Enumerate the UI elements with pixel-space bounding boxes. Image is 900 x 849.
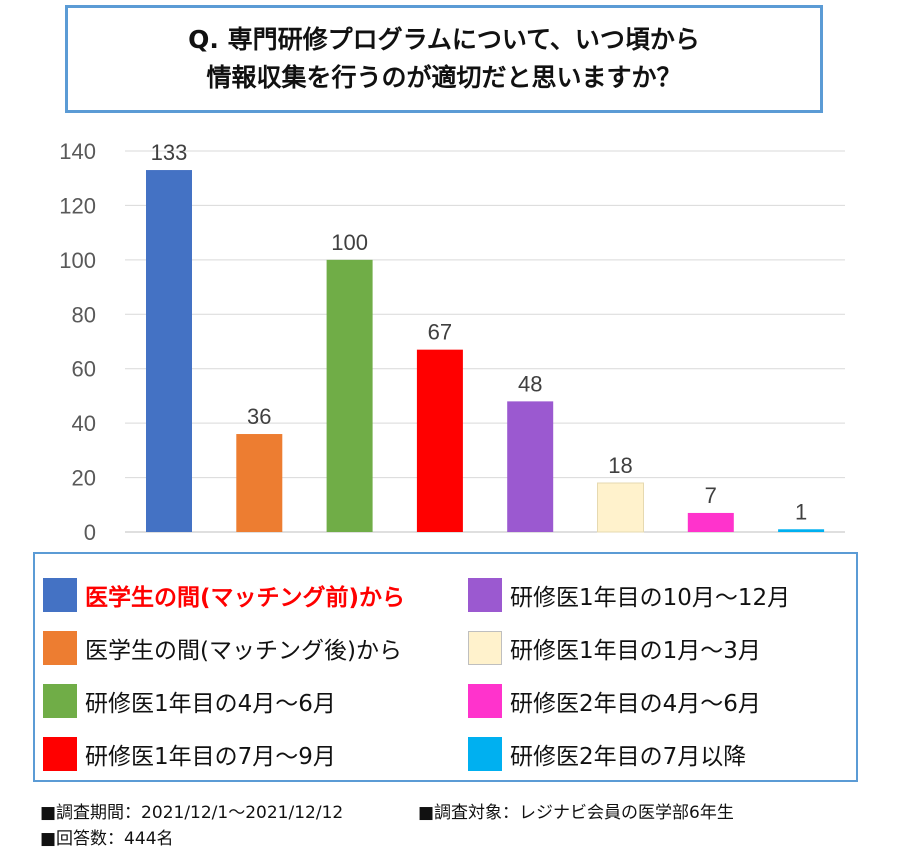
data-label: 67	[428, 320, 452, 345]
legend-column-left: 医学生の間(マッチング前)から 医学生の間(マッチング後)から 研修医1年目の4月～…	[43, 568, 405, 780]
data-label: 1	[795, 499, 807, 524]
bar-7	[687, 512, 734, 532]
legend-swatch	[468, 683, 502, 718]
data-label: 7	[705, 483, 717, 508]
legend-item: 研修医1年目の10月～12月	[468, 568, 790, 621]
survey-period: ■調査期間：2021/12/1～2021/12/12	[40, 803, 344, 823]
legend-label: 研修医1年目の10月～12月	[510, 584, 791, 611]
legend-item: 研修医2年目の7月以降	[468, 727, 790, 780]
chart-title-box: Q. 専門研修プログラムについて、いつ頃から 情報収集を行うのが適切だと思います…	[65, 5, 823, 113]
legend-label: 研修医1年目の7月～9月	[85, 743, 336, 770]
legend-swatch	[43, 683, 77, 718]
y-tick-label: 0	[84, 520, 96, 545]
response-count: ■回答数：444名	[40, 829, 174, 849]
bar-5	[507, 401, 554, 532]
bar-4	[416, 349, 463, 532]
chart-title-line-2: 情報収集を行うのが適切だと思いますか？	[206, 63, 682, 92]
y-tick-label: 60	[72, 357, 96, 382]
bar-chart: 0 20 40 60 80 100 120 140 133 36 100 67 48 18 7 1	[59, 139, 845, 545]
data-label: 36	[247, 404, 271, 429]
legend-label: 研修医1年目の4月～6月	[85, 690, 336, 717]
survey-target: ■調査対象：レジナビ会員の医学部6年生	[418, 803, 734, 823]
legend-label: 医学生の間(マッチング前)から	[85, 584, 406, 611]
legend-label: 医学生の間(マッチング後)から	[85, 637, 402, 664]
y-tick-label: 80	[72, 302, 96, 327]
data-label: 48	[518, 371, 542, 396]
y-tick-label: 120	[59, 193, 96, 218]
legend-item: 研修医2年目の4月～6月	[468, 674, 790, 727]
legend-item: 医学生の間(マッチング前)から	[43, 568, 405, 621]
legend-swatch	[468, 577, 502, 612]
legend-swatch	[43, 630, 77, 665]
data-label: 133	[151, 140, 188, 165]
legend-item: 研修医1年目の4月～6月	[43, 674, 405, 727]
y-tick-label: 140	[59, 139, 96, 164]
legend-swatch	[43, 577, 77, 612]
data-label: 100	[331, 230, 368, 255]
legend-swatch	[468, 736, 502, 771]
bar-6	[597, 482, 644, 533]
y-tick-label: 20	[72, 466, 96, 491]
legend-item: 研修医1年目の1月～3月	[468, 621, 790, 674]
legend-item: 研修医1年目の7月～9月	[43, 727, 405, 780]
chart-title-line-1: Q. 専門研修プログラムについて、いつ頃から	[188, 25, 700, 54]
legend-column-right: 研修医1年目の10月～12月 研修医1年目の1月～3月 研修医2年目の4月～6月 研修…	[468, 568, 790, 780]
legend-swatch	[468, 630, 502, 665]
legend-label: 研修医1年目の1月～3月	[510, 637, 761, 664]
bar-8	[778, 529, 825, 532]
y-tick-label: 100	[59, 248, 96, 273]
legend-label: 研修医2年目の4月～6月	[510, 690, 761, 717]
legend-item: 医学生の間(マッチング後)から	[43, 621, 405, 674]
legend-label: 研修医2年目の7月以降	[510, 743, 747, 770]
data-label: 18	[608, 453, 632, 478]
bar-1	[146, 170, 192, 533]
legend-swatch	[43, 736, 77, 771]
bar-2	[236, 434, 283, 532]
bar-3	[326, 259, 373, 532]
legend: 医学生の間(マッチング前)から 医学生の間(マッチング後)から 研修医1年目の4月～…	[33, 552, 858, 782]
y-tick-label: 40	[72, 411, 96, 436]
